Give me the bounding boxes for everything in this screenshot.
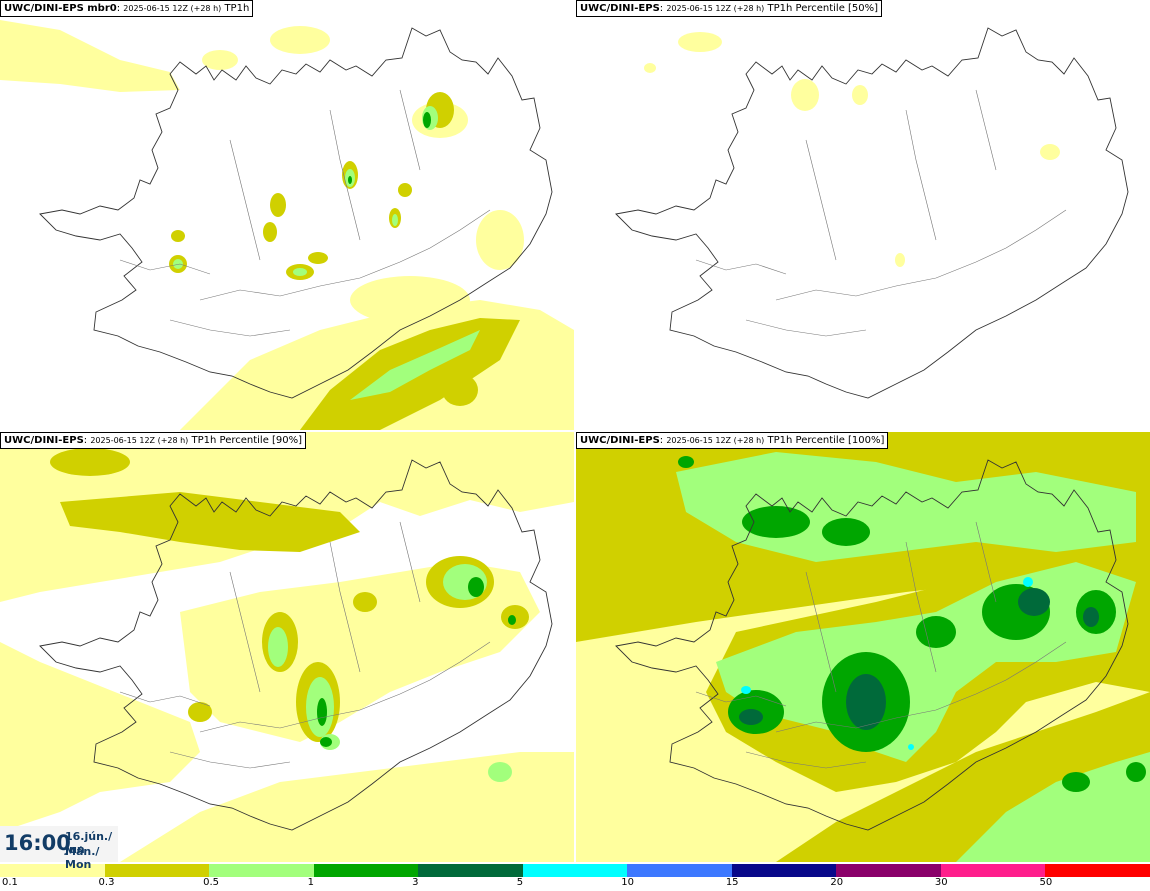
legend-swatch: [0, 864, 105, 877]
panel-field: TP1h Percentile [90%]: [191, 435, 303, 446]
legend-label: 3: [412, 877, 419, 888]
legend-swatch: [627, 864, 732, 877]
panel-field: TP1h: [224, 3, 250, 14]
legend-swatch: [1045, 864, 1150, 877]
valid-time: 16:00: [4, 831, 71, 855]
panel-run: 2025-06-15 12Z (+28 h): [123, 4, 222, 13]
legend-label: 30: [934, 877, 948, 888]
precip-map: [0, 432, 574, 862]
valid-time-box: 16:00 16.jún./ Jun Mán./ Mon: [0, 826, 118, 871]
map-panel-p90: UWC/DINI-EPS: 2025-06-15 12Z (+28 h) TP1…: [0, 432, 574, 862]
legend-label: 50: [1039, 877, 1053, 888]
panel-colon: :: [659, 3, 667, 14]
panel-colon: :: [659, 435, 667, 446]
panel-run: 2025-06-15 12Z (+28 h): [90, 436, 189, 445]
legend-swatch: [209, 864, 314, 877]
panel-model: UWC/DINI-EPS: [4, 435, 84, 446]
legend-swatch: [731, 864, 837, 877]
precip-map: [0, 20, 574, 430]
legend-label: 0.1: [2, 877, 18, 888]
panel-colon: :: [116, 3, 124, 14]
panel-run: 2025-06-15 12Z (+28 h): [666, 4, 765, 13]
legend-swatch: [836, 864, 941, 877]
panel-colon: :: [83, 435, 91, 446]
map-panel-mbr0: UWC/DINI-EPS mbr0: 2025-06-15 12Z (+28 h…: [0, 0, 574, 430]
panel-title: UWC/DINI-EPS: 2025-06-15 12Z (+28 h) TP1…: [0, 432, 307, 449]
legend-swatch: [940, 864, 1046, 877]
legend-label: 5: [516, 877, 524, 888]
panel-divider-horizontal: [0, 430, 1150, 432]
valid-date-line2: Mán./ Mon: [65, 845, 100, 871]
valid-date-line1: 16.jún./ Jun: [65, 830, 113, 856]
legend-label: 0.3: [98, 877, 115, 888]
legend-label: 15: [725, 877, 739, 888]
precip-map: [615, 27, 1129, 399]
panel-model: UWC/DINI-EPS: [580, 435, 660, 446]
panel-title: UWC/DINI-EPS mbr0: 2025-06-15 12Z (+28 h…: [0, 0, 254, 17]
panel-title: UWC/DINI-EPS: 2025-06-15 12Z (+28 h) TP1…: [576, 432, 889, 449]
legend-label: 10: [621, 877, 634, 888]
panel-title: UWC/DINI-EPS: 2025-06-15 12Z (+28 h) TP1…: [576, 0, 883, 17]
map-panel-p50: UWC/DINI-EPS: 2025-06-15 12Z (+28 h) TP1…: [576, 0, 1150, 430]
legend-label: 0.5: [203, 877, 219, 888]
panel-model: UWC/DINI-EPS mbr0: [4, 3, 117, 14]
legend-swatch: [104, 864, 210, 877]
legend-swatch: [522, 864, 628, 877]
color-legend: 0.1 0.3 0.5 1 3 5 10 15 20 30 50: [0, 862, 1150, 891]
panel-field: TP1h Percentile [50%]: [767, 3, 879, 14]
panel-model: UWC/DINI-EPS: [580, 3, 660, 14]
legend-label: 1: [307, 877, 314, 888]
map-panel-p100: UWC/DINI-EPS: 2025-06-15 12Z (+28 h) TP1…: [576, 432, 1150, 862]
legend-swatch: [313, 864, 419, 877]
panel-field: TP1h Percentile [100%]: [767, 435, 885, 446]
panel-run: 2025-06-15 12Z (+28 h): [666, 436, 765, 445]
legend-label: 20: [830, 877, 844, 888]
legend-swatch: [418, 864, 523, 877]
precip-map: [576, 432, 1150, 862]
